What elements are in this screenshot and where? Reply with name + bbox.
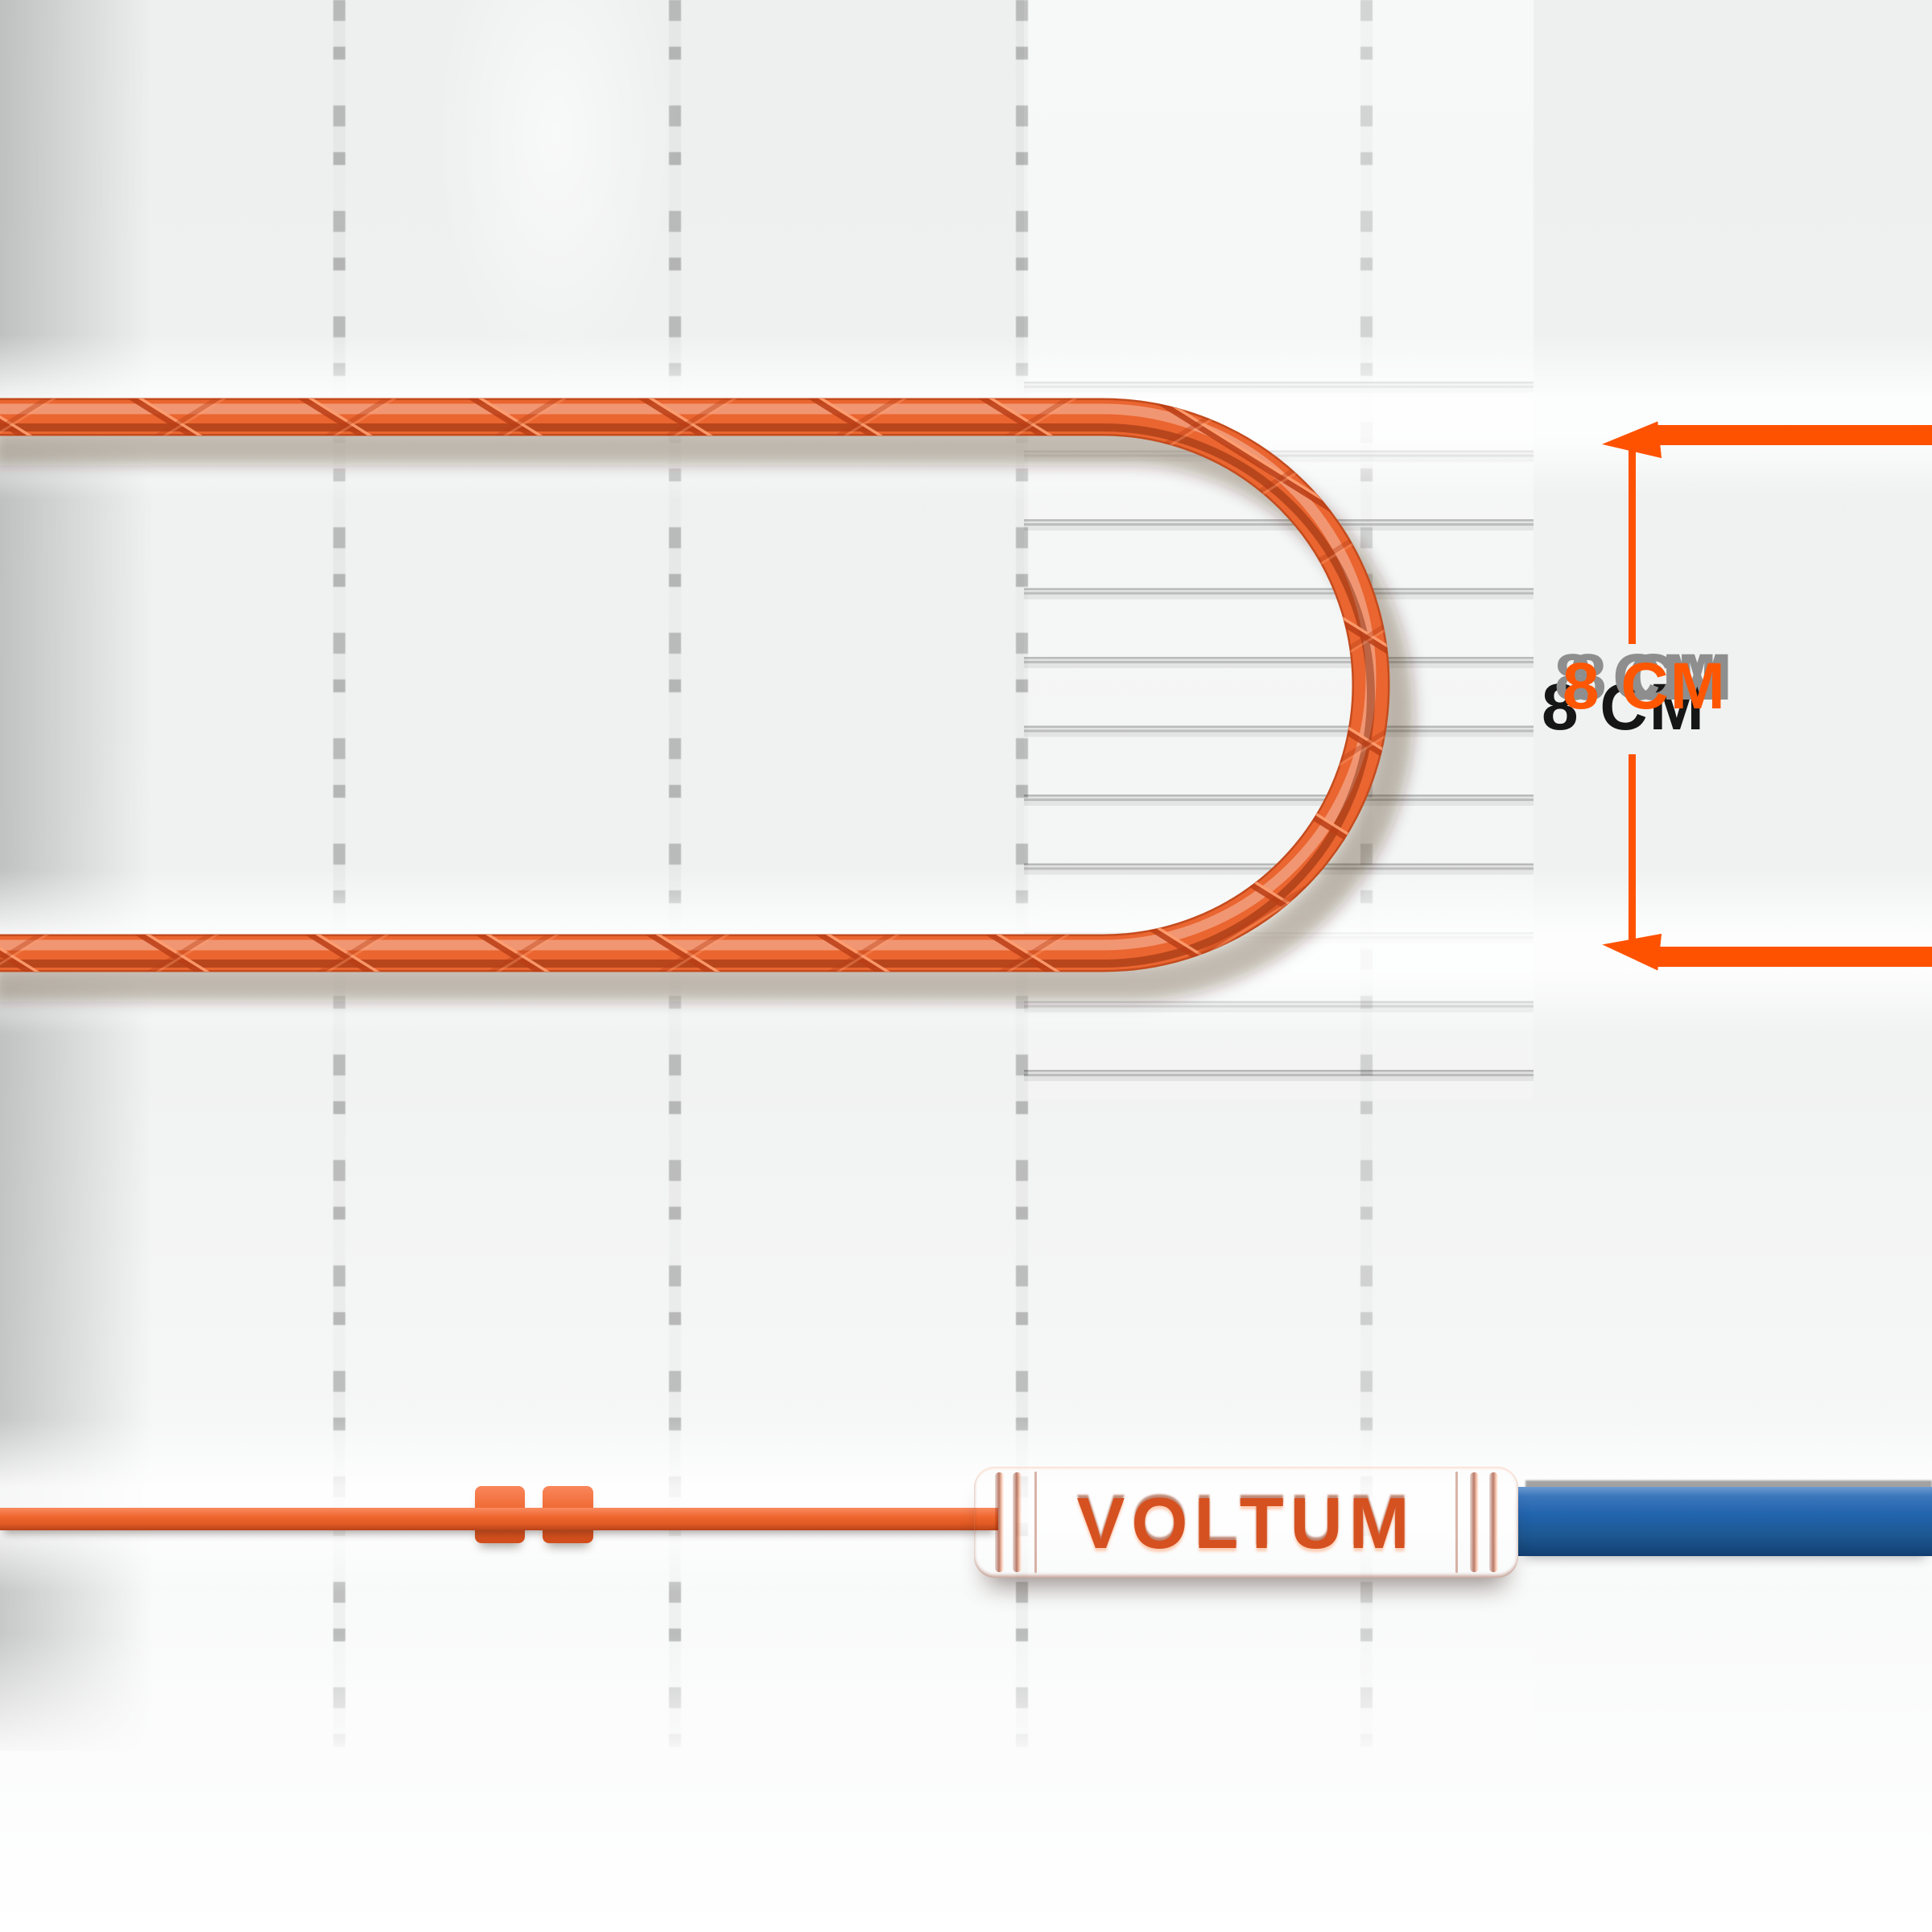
connector-rib [1489,1472,1498,1572]
cold-lead-cable [0,1508,998,1530]
connector-seam [1034,1472,1037,1573]
dimension-bar-top [1655,425,1932,445]
connector-rib [995,1472,1004,1572]
cable-shade [0,427,1371,964]
dimension-bar-bottom [1655,947,1932,967]
connector-rib [1013,1472,1022,1572]
connector-rib [1470,1472,1479,1572]
connector-seam [1455,1472,1458,1573]
cable-highlight [0,409,1371,945]
cable-rim [0,417,1371,953]
cable-spiral-texture-cross [0,417,1371,953]
connector-brand-label: VOLTUM [1076,1483,1416,1564]
mesh-wire-extension-top [1525,1480,1932,1488]
mesh-bottom-fade [0,1634,1534,1752]
cable-body [0,417,1371,953]
power-cable-blue [1518,1487,1932,1556]
dimension-line-lower [1629,754,1636,949]
light-streak [435,0,676,386]
dimension-label: 8 CM [1563,650,1727,723]
dimension-line-upper [1629,440,1636,644]
cable-spiral-texture [0,417,1371,953]
cable-shadow [0,446,1395,982]
connector: VOLTUM [974,1467,1518,1578]
